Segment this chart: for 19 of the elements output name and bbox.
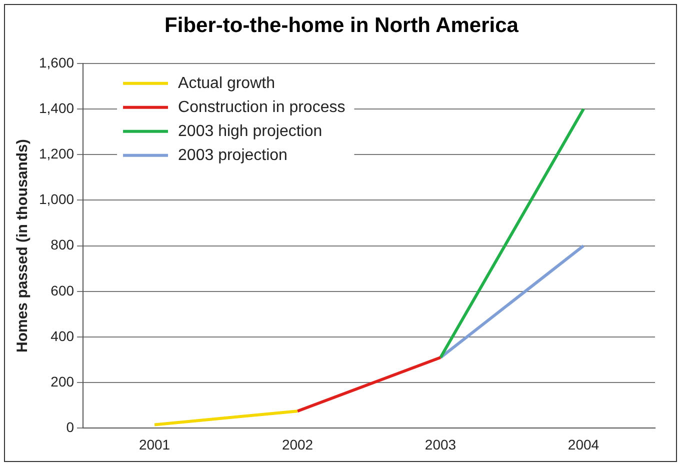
y-tick-label: 1,600 — [38, 54, 74, 70]
y-tick-label: 600 — [50, 282, 74, 298]
legend-label: 2003 projection — [178, 146, 288, 164]
y-tick-label: 1,000 — [38, 191, 74, 208]
y-tick-label: 400 — [50, 328, 74, 344]
legend-label: Construction in process — [178, 98, 346, 116]
x-tick-label: 2003 — [424, 436, 456, 452]
y-tick-label: 800 — [50, 236, 74, 253]
x-tick-label: 2004 — [568, 436, 600, 452]
chart-title: Fiber-to-the-home in North America — [164, 14, 520, 38]
legend-label: Actual growth — [178, 74, 275, 92]
y-tick-label: 1,200 — [38, 145, 74, 162]
y-tick-label: 200 — [50, 373, 74, 390]
x-tick-label: 2002 — [282, 436, 314, 452]
y-tick-label: 0 — [66, 419, 74, 436]
x-tick-label: 2001 — [138, 436, 170, 452]
y-axis-title: Homes passed (in thousands) — [14, 139, 32, 352]
legend-label: 2003 high projection — [178, 122, 322, 140]
y-tick-label: 1,400 — [38, 100, 74, 116]
